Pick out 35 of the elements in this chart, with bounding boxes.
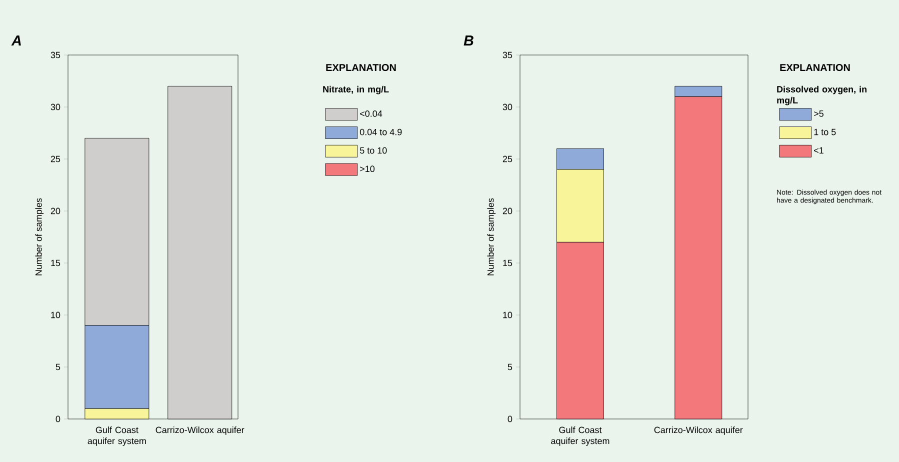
x-tick-label: Gulf Coast aquifer system <box>551 426 610 446</box>
legend-title: Dissolved oxygen, in mg/L <box>777 86 866 106</box>
x-tick-label: Gulf Coast aquifer system <box>88 426 146 446</box>
y-tick-label: 35 <box>50 52 60 58</box>
y-tick-label: 10 <box>503 312 512 318</box>
legend-label: <0.04 <box>360 110 382 117</box>
y-tick-label: 20 <box>502 208 512 214</box>
chart-title: B <box>464 36 474 46</box>
legend-label: 0.04 to 4.9 <box>360 128 402 136</box>
legend-label: <1 <box>814 147 824 154</box>
y-tick-label: 35 <box>502 52 512 58</box>
y-tick-label: 10 <box>51 312 60 318</box>
text: EXPLANATION <box>780 64 850 72</box>
y-tick-label: 25 <box>502 156 512 162</box>
chart-title: A <box>11 36 21 46</box>
legend-label: 5 to 10 <box>360 147 387 154</box>
y-tick-label: 5 <box>56 364 60 370</box>
y-tick-label: 30 <box>502 104 512 110</box>
y-tick-label: 25 <box>50 156 60 162</box>
legend-label: 1 to 5 <box>814 128 836 136</box>
y-tick-label: 30 <box>50 104 60 110</box>
legend-title: Nitrate, in mg/L <box>323 86 389 94</box>
legend-label: >10 <box>360 166 375 172</box>
x-tick-label: Carrizo-Wilcox aquifer <box>156 426 244 435</box>
y-tick-label: 15 <box>51 260 60 266</box>
y-tick-label: 0 <box>56 416 60 422</box>
y-tick-label: 15 <box>503 260 512 266</box>
y-tick-label: 5 <box>508 364 512 370</box>
x-tick-label: Carrizo-Wilcox aquifer <box>654 426 743 435</box>
y-axis-title: Number of samples <box>487 198 496 276</box>
y-tick-label: 0 <box>508 416 512 422</box>
legend-label: >5 <box>814 110 824 117</box>
y-axis-title: Number of samples <box>35 198 44 276</box>
text: EXPLANATION <box>326 64 396 72</box>
y-tick-label: 20 <box>50 208 60 214</box>
